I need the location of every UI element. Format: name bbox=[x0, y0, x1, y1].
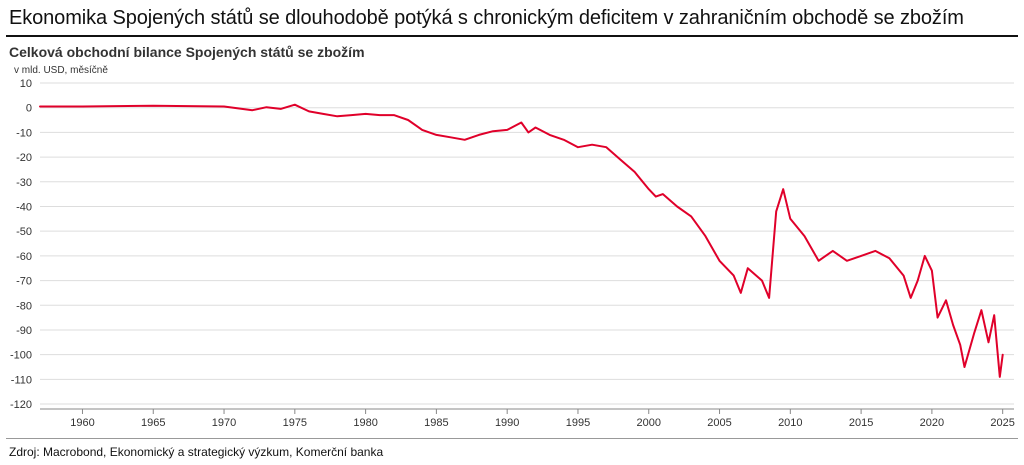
y-tick-label: 0 bbox=[26, 103, 32, 115]
x-tick-label: 1980 bbox=[353, 417, 377, 429]
y-tick-label: -10 bbox=[16, 127, 32, 139]
x-tick-label: 2010 bbox=[778, 417, 802, 429]
x-tick-label: 2020 bbox=[920, 417, 944, 429]
x-tick-label: 1970 bbox=[212, 417, 236, 429]
y-tick-label: -80 bbox=[16, 300, 32, 312]
y-tick-label: 10 bbox=[20, 78, 32, 90]
x-tick-label: 1960 bbox=[70, 417, 94, 429]
x-tick-label: 1965 bbox=[141, 417, 165, 429]
y-tick-label: -120 bbox=[10, 399, 32, 411]
x-tick-label: 1975 bbox=[283, 417, 307, 429]
x-tick-label: 1990 bbox=[495, 417, 519, 429]
y-axis-unit-label: v mld. USD, měsíčně bbox=[14, 65, 108, 76]
x-tick-label: 2005 bbox=[707, 417, 731, 429]
x-tick-label: 2015 bbox=[849, 417, 873, 429]
x-tick-label: 2000 bbox=[637, 417, 661, 429]
y-tick-label: -30 bbox=[16, 177, 32, 189]
source-note: Zdroj: Macrobond, Ekonomický a strategic… bbox=[9, 445, 384, 459]
chart-headline: Ekonomika Spojených států se dlouhodobě … bbox=[9, 7, 964, 29]
y-tick-label: -20 bbox=[16, 152, 32, 164]
y-tick-label: -90 bbox=[16, 325, 32, 337]
y-tick-label: -110 bbox=[11, 374, 32, 386]
chart-title: Celková obchodní bilance Spojených států… bbox=[9, 44, 365, 60]
y-tick-label: -40 bbox=[16, 201, 32, 213]
footer-rule bbox=[6, 438, 1018, 439]
headline-rule bbox=[6, 35, 1018, 37]
y-tick-label: -50 bbox=[16, 226, 32, 238]
y-tick-label: -70 bbox=[16, 276, 32, 288]
y-tick-label: -100 bbox=[10, 350, 32, 362]
y-tick-label: -60 bbox=[16, 251, 32, 263]
trade-balance-series-line bbox=[39, 103, 1004, 378]
x-tick-label: 2025 bbox=[990, 417, 1014, 429]
x-tick-label: 1995 bbox=[566, 417, 590, 429]
x-tick-label: 1985 bbox=[424, 417, 448, 429]
